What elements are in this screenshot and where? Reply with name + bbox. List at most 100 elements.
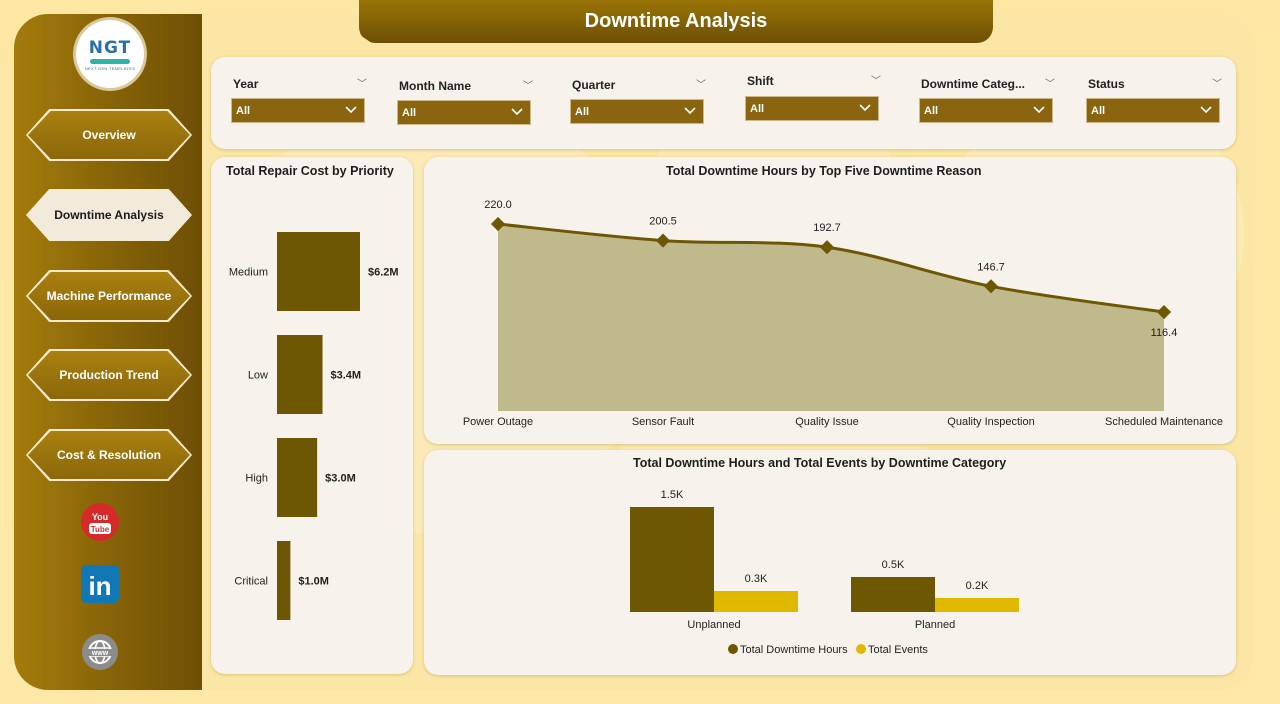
repair-cost-by-priority-card: Total Repair Cost by Priority Medium $6.2… xyxy=(211,157,413,674)
nav-production-trend-button[interactable]: Production Trend xyxy=(26,349,192,401)
nav-overview-button[interactable]: Overview xyxy=(26,109,192,161)
filter-year-value: All xyxy=(236,104,251,117)
category-label: Critical xyxy=(234,576,268,588)
dropdown-arrow-icon xyxy=(859,104,871,112)
bar-high[interactable] xyxy=(277,438,318,517)
chevron-down-icon[interactable]: ﹀ xyxy=(523,81,533,92)
downtime-reason-chart: 220.0 Power Outage 200.5 Sensor Fault 192.7 Q… xyxy=(463,199,1223,428)
category-label: Scheduled Maintenance xyxy=(1105,416,1223,428)
value-label: 0.3K xyxy=(745,573,768,585)
ngt-logo: NGT NEXT GEN TEMPLATES xyxy=(76,20,144,88)
filter-shift-label: Shift xyxy=(747,74,774,88)
value-label: $1.0M xyxy=(298,576,329,588)
youtube-icon[interactable]: You Tube xyxy=(80,502,120,542)
chevron-down-icon[interactable]: ﹀ xyxy=(1212,79,1222,90)
nav-production-trend-label: Production Trend xyxy=(59,368,159,382)
filter-downtime-category-label: Downtime Categ... xyxy=(921,77,1026,91)
chevron-down-icon[interactable]: ﹀ xyxy=(1045,79,1055,90)
value-label: 192.7 xyxy=(813,222,841,234)
filter-downtime-category-value: All xyxy=(924,104,939,117)
legend-swatch xyxy=(728,644,738,654)
downtime-by-category-card: Total Downtime Hours and Total Events by… xyxy=(424,450,1236,675)
filter-downtime-category-select[interactable]: All xyxy=(919,98,1053,123)
legend-label: Total Downtime Hours xyxy=(740,644,848,656)
value-label: 200.5 xyxy=(649,216,677,228)
data-point[interactable] xyxy=(490,216,506,232)
value-label: 0.2K xyxy=(966,580,989,592)
dropdown-arrow-icon xyxy=(1200,106,1212,114)
legend-label: Total Events xyxy=(868,644,928,656)
filter-shift: Shift ﹀ All xyxy=(745,57,881,149)
filter-shift-value: All xyxy=(750,102,765,115)
dropdown-arrow-icon xyxy=(684,107,696,115)
chevron-down-icon[interactable]: ﹀ xyxy=(357,79,367,90)
nav-downtime-analysis-button[interactable]: Downtime Analysis xyxy=(26,189,192,241)
logo-mark: NGT xyxy=(88,37,132,58)
nav-machine-performance-button[interactable]: Machine Performance xyxy=(26,270,192,322)
chevron-down-icon[interactable]: ﹀ xyxy=(871,76,881,87)
svg-text:www: www xyxy=(91,650,109,657)
page-title-bar: Downtime Analysis xyxy=(359,0,993,43)
bar-low[interactable] xyxy=(277,335,323,414)
filter-status-label: Status xyxy=(1088,77,1125,91)
bar-unplanned-events[interactable] xyxy=(714,591,798,612)
logo-swoosh xyxy=(90,58,130,64)
bar-unplanned-hours[interactable] xyxy=(630,507,714,612)
nav-cost-resolution-button[interactable]: Cost & Resolution xyxy=(26,429,192,481)
value-label: $3.4M xyxy=(331,370,362,382)
bar-planned-events[interactable] xyxy=(935,598,1019,612)
category-label: Unplanned xyxy=(687,619,740,631)
logo-subtitle: NEXT GEN TEMPLATES xyxy=(84,65,136,71)
filter-shift-select[interactable]: All xyxy=(745,96,879,121)
nav-downtime-analysis-label: Downtime Analysis xyxy=(54,208,164,222)
filter-panel: Year ﹀ All Month Name ﹀ All Quarter ﹀ Al… xyxy=(211,57,1236,149)
filter-month-name: Month Name ﹀ All xyxy=(397,57,533,149)
bar-critical[interactable] xyxy=(277,541,291,620)
chart-title: Total Downtime Hours by Top Five Downtim… xyxy=(666,164,982,178)
filter-year: Year ﹀ All xyxy=(231,57,367,149)
value-label: 0.5K xyxy=(882,559,905,571)
nav-cost-resolution-label: Cost & Resolution xyxy=(57,448,161,462)
downtime-category-chart: 1.5K 0.3K Unplanned 0.5K 0.2K Planned Total Do… xyxy=(630,489,1019,656)
repair-cost-chart: Medium $6.2M Low $3.4M High $3.0M Critical $1.0… xyxy=(229,232,399,620)
nav-machine-performance-label: Machine Performance xyxy=(46,289,172,303)
data-point[interactable] xyxy=(819,240,835,255)
filter-month-name-value: All xyxy=(402,106,417,119)
chevron-down-icon[interactable]: ﹀ xyxy=(696,80,706,91)
downtime-by-reason-card: Total Downtime Hours by Top Five Downtim… xyxy=(424,157,1236,444)
dropdown-arrow-icon xyxy=(511,108,523,116)
youtube-text-tube: Tube xyxy=(91,525,110,534)
category-label: Planned xyxy=(915,619,955,631)
filter-month-name-label: Month Name xyxy=(399,79,471,93)
filter-year-label: Year xyxy=(233,77,259,91)
data-point[interactable] xyxy=(1156,304,1172,320)
category-label: Medium xyxy=(229,267,268,279)
value-label: $6.2M xyxy=(368,267,399,279)
data-point[interactable] xyxy=(655,233,671,248)
area-fill xyxy=(498,224,1164,411)
bar-medium[interactable] xyxy=(277,232,360,311)
category-label: Quality Inspection xyxy=(947,416,1034,428)
filter-month-name-select[interactable]: All xyxy=(397,100,531,125)
category-label: Quality Issue xyxy=(795,416,859,428)
data-point[interactable] xyxy=(983,279,999,294)
value-label: 1.5K xyxy=(661,489,684,501)
filter-quarter-label: Quarter xyxy=(572,78,616,92)
value-label: 146.7 xyxy=(977,261,1005,273)
bar-planned-hours[interactable] xyxy=(851,577,935,612)
dropdown-arrow-icon xyxy=(1033,106,1045,114)
globe-icon[interactable]: www xyxy=(80,632,120,672)
youtube-text-you: You xyxy=(92,512,108,522)
value-label: 116.4 xyxy=(1151,327,1178,339)
filter-downtime-category: Downtime Categ... ﹀ All xyxy=(919,57,1055,149)
filter-year-select[interactable]: All xyxy=(231,98,365,123)
filter-status-value: All xyxy=(1091,104,1106,117)
dropdown-arrow-icon xyxy=(345,106,357,114)
chart-title: Total Repair Cost by Priority xyxy=(226,164,394,178)
category-label: Sensor Fault xyxy=(632,416,694,428)
linkedin-text: in xyxy=(88,571,111,601)
filter-quarter-select[interactable]: All xyxy=(570,99,704,124)
filter-status-select[interactable]: All xyxy=(1086,98,1220,123)
linkedin-icon[interactable]: in xyxy=(80,564,120,604)
value-label: 220.0 xyxy=(484,199,512,211)
